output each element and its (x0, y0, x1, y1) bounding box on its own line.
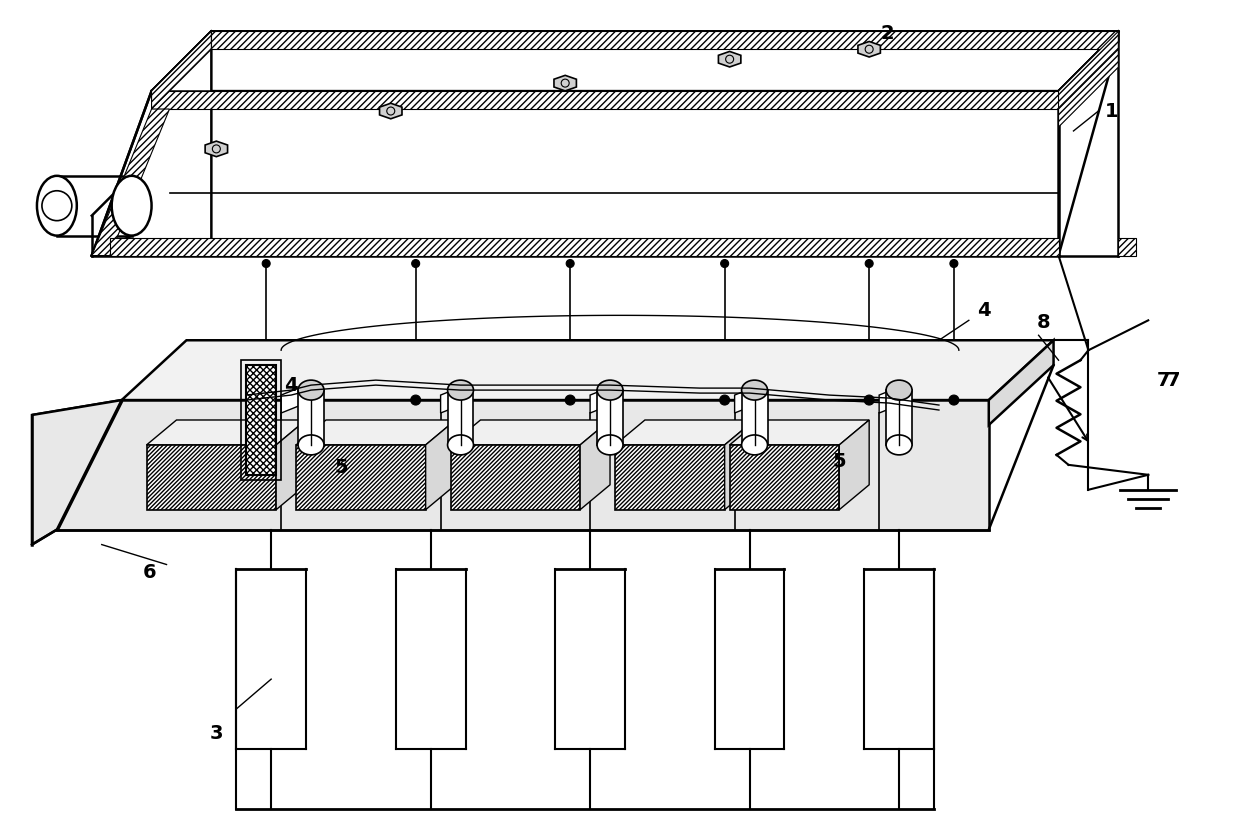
Text: 1: 1 (1105, 102, 1118, 120)
Polygon shape (146, 420, 306, 445)
Bar (729, 445, 839, 509)
Polygon shape (32, 400, 122, 415)
Polygon shape (718, 52, 740, 67)
Polygon shape (211, 31, 1118, 49)
Circle shape (412, 260, 419, 267)
Ellipse shape (298, 435, 324, 455)
Ellipse shape (598, 435, 622, 455)
Bar (298, 390, 324, 445)
Text: 4: 4 (977, 301, 991, 320)
Circle shape (866, 260, 873, 267)
Polygon shape (151, 31, 1118, 91)
Polygon shape (109, 238, 1059, 256)
Ellipse shape (298, 380, 324, 400)
Polygon shape (615, 420, 755, 445)
Polygon shape (296, 420, 455, 445)
Text: 4: 4 (284, 376, 298, 395)
Circle shape (262, 260, 270, 267)
Text: 6: 6 (143, 563, 156, 582)
Polygon shape (729, 420, 869, 445)
Ellipse shape (887, 435, 913, 455)
Text: 7: 7 (1157, 371, 1169, 390)
Bar (247, 365, 277, 475)
Polygon shape (151, 31, 211, 109)
Circle shape (410, 395, 420, 405)
Circle shape (565, 395, 575, 405)
Polygon shape (205, 141, 228, 157)
Circle shape (720, 260, 729, 267)
Ellipse shape (742, 380, 768, 400)
Ellipse shape (598, 380, 622, 400)
Polygon shape (879, 387, 899, 413)
Text: 2: 2 (880, 23, 894, 43)
Polygon shape (450, 420, 610, 445)
Polygon shape (92, 31, 211, 256)
Circle shape (567, 260, 574, 267)
Bar (146, 445, 277, 509)
Polygon shape (734, 387, 755, 413)
Polygon shape (277, 420, 306, 509)
Polygon shape (57, 400, 988, 529)
Polygon shape (425, 420, 455, 509)
Polygon shape (151, 91, 1059, 109)
Polygon shape (580, 420, 610, 509)
Text: 3: 3 (210, 725, 223, 743)
Circle shape (262, 395, 272, 405)
Polygon shape (988, 340, 1054, 425)
Text: 8: 8 (1037, 313, 1050, 331)
Polygon shape (590, 387, 610, 413)
Ellipse shape (742, 435, 768, 455)
Text: 7: 7 (1167, 371, 1180, 390)
Circle shape (949, 395, 959, 405)
Ellipse shape (448, 435, 474, 455)
Polygon shape (281, 387, 301, 413)
Bar (615, 445, 724, 509)
Polygon shape (92, 109, 170, 256)
Polygon shape (1059, 49, 1118, 127)
Bar (450, 445, 580, 509)
Ellipse shape (112, 176, 151, 235)
Ellipse shape (448, 380, 474, 400)
Bar (742, 390, 768, 445)
Polygon shape (724, 420, 755, 509)
Polygon shape (440, 387, 460, 413)
Polygon shape (554, 75, 577, 91)
Text: 5: 5 (334, 458, 347, 478)
Polygon shape (32, 400, 122, 544)
Bar (448, 390, 474, 445)
Bar (887, 390, 913, 445)
Ellipse shape (887, 380, 913, 400)
Polygon shape (1059, 31, 1118, 109)
Polygon shape (122, 340, 1054, 400)
Circle shape (950, 260, 957, 267)
Circle shape (719, 395, 729, 405)
Polygon shape (1059, 31, 1118, 256)
Polygon shape (1118, 238, 1136, 256)
Polygon shape (839, 420, 869, 509)
Polygon shape (858, 42, 880, 57)
Circle shape (864, 395, 874, 405)
Text: 5: 5 (832, 453, 846, 471)
Bar (598, 390, 622, 445)
Ellipse shape (37, 176, 77, 235)
Polygon shape (379, 104, 402, 119)
Bar (296, 445, 425, 509)
